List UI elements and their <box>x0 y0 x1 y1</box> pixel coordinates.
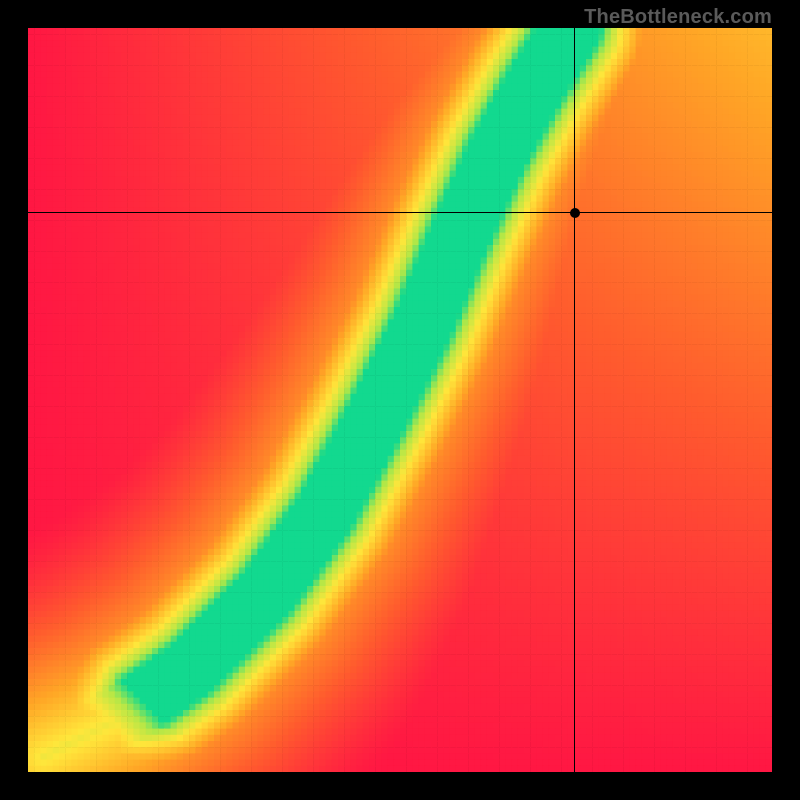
selection-marker[interactable] <box>570 208 580 218</box>
frame: TheBottleneck.com <box>0 0 800 800</box>
crosshair-vertical <box>574 28 575 772</box>
bottleneck-heatmap <box>28 28 772 772</box>
crosshair-horizontal <box>28 212 772 213</box>
watermark-text: TheBottleneck.com <box>584 6 772 29</box>
